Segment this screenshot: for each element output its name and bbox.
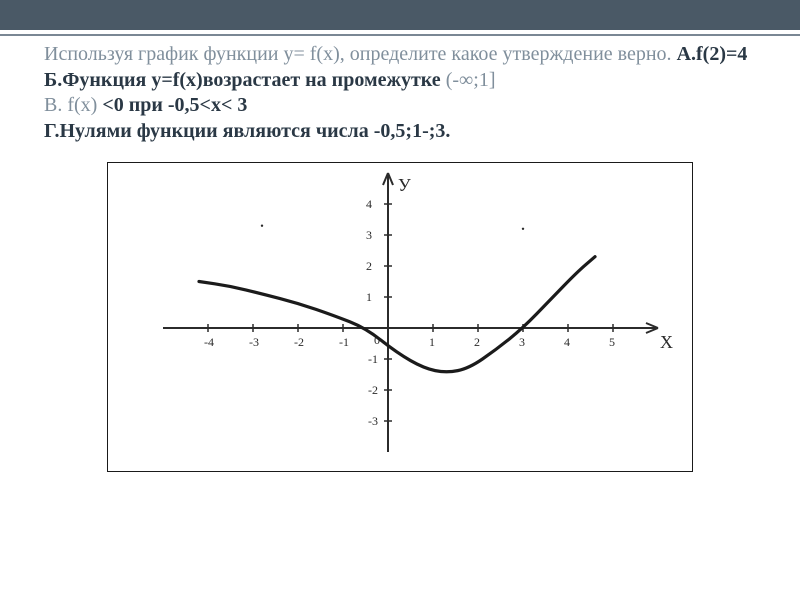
svg-text:4: 4 [366, 197, 372, 211]
svg-text:1: 1 [366, 290, 372, 304]
content-area: Используя график функции у= f(x), опреде… [0, 36, 800, 472]
question-text: Используя график функции у= f(x), опреде… [44, 42, 756, 144]
svg-text:5: 5 [609, 335, 615, 349]
svg-text:2: 2 [474, 335, 480, 349]
svg-text:X: X [660, 332, 673, 352]
option-a: А.f(2)=4 [677, 43, 748, 65]
function-graph: -4-3-2-1123451234-1-2-30XУ [108, 163, 692, 471]
chart-container: -4-3-2-1123451234-1-2-30XУ [107, 162, 693, 472]
svg-text:1: 1 [429, 335, 435, 349]
header-bar [0, 0, 800, 30]
intro-part-a: Используя график функции у= f(x) [44, 43, 340, 65]
svg-text:-2: -2 [294, 335, 304, 349]
svg-text:4: 4 [564, 335, 570, 349]
svg-text:3: 3 [366, 228, 372, 242]
svg-text:-3: -3 [368, 414, 378, 428]
svg-text:-3: -3 [249, 335, 259, 349]
svg-text:-2: -2 [368, 383, 378, 397]
option-c-prefix: В. f(x) [44, 94, 97, 116]
svg-text:-1: -1 [368, 352, 378, 366]
svg-text:3: 3 [519, 335, 525, 349]
option-d: Г.Нулями функции являются числа -0,5;1-;… [44, 120, 450, 142]
intro-part-b: , определите какое утверждение верно. [340, 43, 677, 65]
option-b-interval: (-∞;1] [446, 69, 496, 91]
svg-text:-4: -4 [204, 335, 214, 349]
slide: Используя график функции у= f(x), опреде… [0, 0, 800, 600]
option-b: Б.Функция у=f(x)возрастает на промежутке [44, 69, 446, 91]
svg-text:У: У [398, 175, 411, 195]
svg-text:2: 2 [366, 259, 372, 273]
option-c-rest: <0 при -0,5<х< 3 [97, 94, 247, 116]
svg-text:-1: -1 [339, 335, 349, 349]
